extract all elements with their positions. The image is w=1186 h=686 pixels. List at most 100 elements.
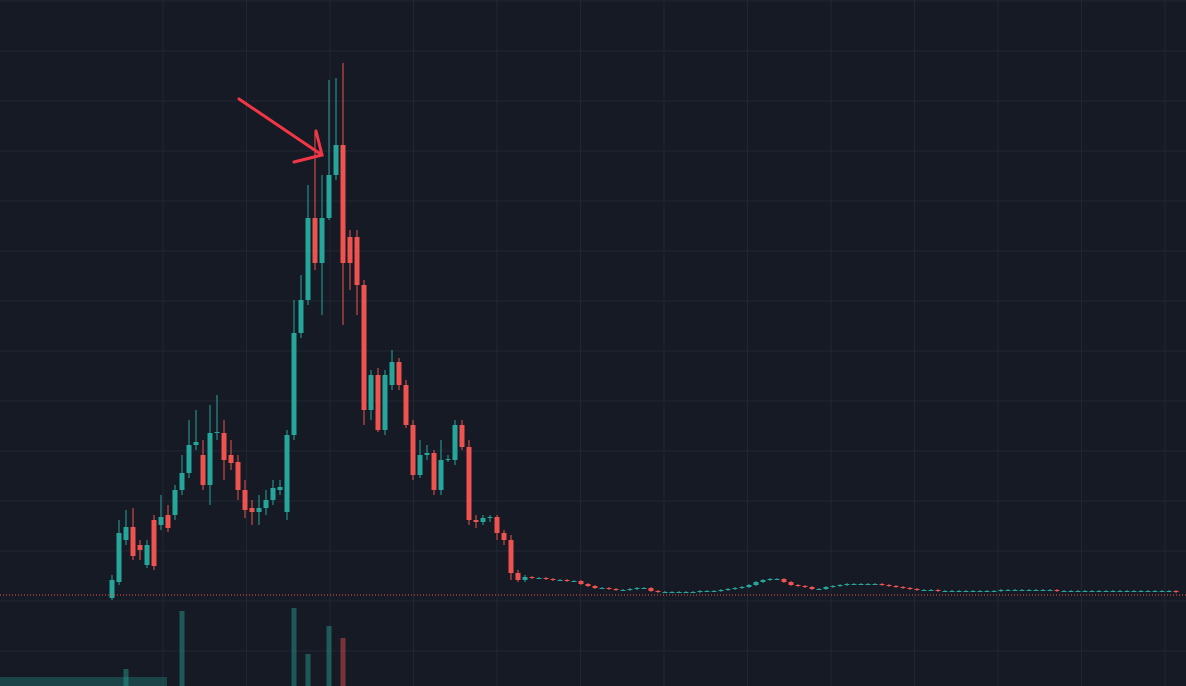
candle-body [1131,591,1137,592]
candle-body [501,533,507,540]
candle-body [844,584,850,585]
candle-body [1033,590,1039,591]
candle-body [746,585,752,587]
candle-body [837,585,843,586]
candle-body [942,591,948,592]
volume-bar [291,608,297,686]
candle-body [683,592,689,593]
candle-body [410,425,416,475]
candle-body [543,578,549,579]
candle-body [214,432,220,433]
candle-body [697,591,703,592]
candle-body [172,490,178,515]
candle-body [200,455,206,485]
candle-body [802,586,808,587]
candle-body [270,488,276,500]
candle-body [851,584,857,585]
candle-body [256,508,262,512]
candle-body [116,533,122,582]
candles [109,63,1179,600]
candle-body [774,579,780,580]
candle-body [158,517,164,525]
candle-body [109,580,115,598]
candle-body [396,362,402,385]
candle-body [606,588,612,589]
candle-body [914,589,920,590]
candle-body [130,527,136,556]
candle-body [1089,591,1095,592]
candle-body [508,540,514,573]
candle-body [872,584,878,585]
candle-body [1061,591,1067,592]
candle-body [900,587,906,588]
arrow-shaft [237,97,324,157]
candle-body [207,433,213,485]
candle-body [438,460,444,490]
candle-body [466,447,472,520]
candle-body [1012,590,1018,591]
candle-body [858,584,864,585]
candle-body [760,580,766,582]
candle-body [1117,591,1123,592]
candle-body [788,582,794,585]
candle-body [165,515,171,528]
candle-body [550,579,556,580]
candle-body [907,588,913,589]
candle-body [984,591,990,592]
candle-body [522,577,528,580]
candle-body [424,453,430,455]
candle-body [242,490,248,510]
candle-body [865,584,871,585]
candle-body [249,508,255,512]
candle-body [277,487,283,490]
candle-body [998,590,1004,591]
candle-body [781,579,787,582]
candle-body [1110,591,1116,592]
candle-body [557,580,563,581]
candle-body [634,588,640,589]
candle-body [417,455,423,475]
volume-bar [326,626,332,686]
candle-body [893,586,899,587]
candle-body [627,589,633,590]
candle-body [767,579,773,580]
arrow-head [292,129,324,164]
candle-body [452,425,458,460]
volume-bar [179,611,185,686]
candle-body [823,587,829,589]
candle-body [368,375,374,410]
candle-body [641,588,647,589]
annotation-arrow [237,97,324,164]
candle-body [578,581,584,584]
candle-body [459,425,465,447]
volume-profile [0,677,167,686]
candle-body [599,588,605,589]
candle-body [151,520,157,566]
candle-body [1054,590,1060,591]
candle-body [725,589,731,590]
candle-body [690,592,696,593]
candle-body [291,333,297,435]
volume [123,608,346,686]
candle-body [445,459,451,460]
candle-body [956,591,962,592]
candle-body [718,590,724,591]
candle-body [970,591,976,592]
candle-body [480,518,486,522]
candle-body [326,175,332,218]
candle-body [928,590,934,591]
candle-body [221,433,227,460]
candle-body [795,585,801,586]
candle-body [879,584,885,585]
candle-body [515,573,521,580]
candle-body [431,453,437,490]
candle-body [732,588,738,589]
candle-body [620,590,626,591]
candle-body [473,520,479,522]
candle-body [1082,591,1088,592]
candle-body [753,582,759,585]
candle-body [179,473,185,490]
